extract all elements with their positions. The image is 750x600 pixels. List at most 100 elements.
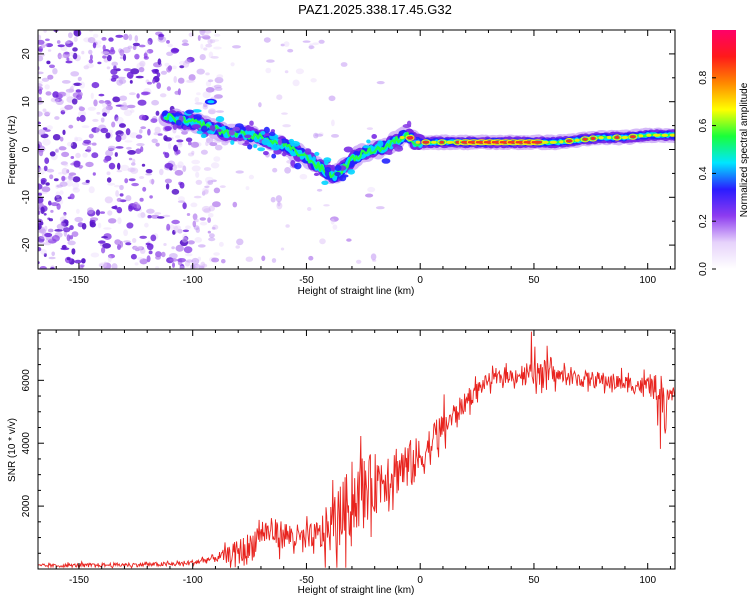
noise-dot (88, 49, 93, 55)
ridge-core-mark (500, 140, 511, 144)
noise-dot (177, 161, 184, 169)
noise-dot (193, 195, 202, 199)
noise-dot (197, 35, 201, 41)
noise-dot (59, 145, 65, 149)
noise-dot (318, 39, 325, 44)
ridge-core-mark (406, 136, 414, 140)
noise-dot (147, 215, 152, 219)
noise-dot (86, 146, 92, 153)
noise-dot (183, 60, 190, 68)
noise-dot (232, 45, 241, 49)
ridge-blob (228, 129, 235, 136)
noise-dot (216, 74, 224, 79)
noise-dot (168, 142, 172, 150)
noise-dot (126, 71, 134, 79)
noise-dot (101, 51, 111, 57)
noise-dot (72, 187, 81, 193)
ridge-blob (172, 124, 178, 130)
ridge-blob (277, 138, 282, 146)
snr-x-label: Height of straight line (km) (298, 585, 415, 596)
noise-dot (196, 92, 201, 96)
noise-dot (79, 264, 84, 267)
noise-dot (128, 157, 133, 161)
noise-dot (83, 139, 91, 144)
ridge-blob (381, 158, 391, 164)
ridge-blob (182, 125, 188, 131)
noise-dot (64, 104, 74, 110)
noise-dot (207, 230, 211, 234)
noise-dot (235, 245, 240, 249)
noise-dot (191, 150, 195, 155)
noise-dot (181, 236, 188, 243)
noise-dot (116, 79, 124, 86)
ridge-blob (206, 130, 214, 134)
noise-dot (137, 246, 145, 251)
noise-dot (212, 39, 220, 42)
ridge-core-mark (542, 140, 549, 144)
x-tick-label: 50 (528, 275, 540, 286)
x-tick-label: -50 (299, 275, 314, 286)
noise-dot (156, 216, 165, 219)
noise-dot (173, 225, 179, 234)
noise-dot (61, 244, 67, 250)
noise-dot (123, 68, 132, 72)
noise-dot (171, 219, 180, 225)
noise-dot (60, 161, 68, 166)
noise-dot (214, 76, 224, 84)
isolated-blob-core (207, 100, 215, 104)
noise-dot (230, 62, 235, 67)
snr-panel: -150 -100 -50 0 50 100 2000 4000 6000 Height of… (7, 329, 676, 596)
noise-dot (100, 117, 105, 123)
noise-dot (51, 251, 55, 257)
noise-dot (295, 68, 304, 75)
noise-dot (98, 93, 105, 97)
noise-dot (154, 212, 162, 215)
ridge-core-mark (559, 140, 564, 144)
noise-dot (202, 91, 211, 99)
noise-dot (204, 185, 210, 188)
noise-dot (43, 111, 51, 116)
noise-dot (195, 227, 200, 233)
noise-dot (209, 88, 216, 91)
ridge-blob (175, 119, 182, 126)
noise-dot (200, 43, 204, 50)
noise-dot (66, 141, 74, 147)
snr-y-label: SNR (10 * v/v) (7, 418, 18, 482)
noise-dot (202, 187, 210, 194)
noise-dot (208, 213, 214, 218)
noise-dot (114, 114, 119, 122)
noise-dot (123, 33, 129, 41)
noise-dot (128, 92, 136, 96)
ridge-blob (371, 134, 378, 139)
noise-dot (172, 262, 175, 268)
noise-dot (74, 216, 83, 223)
noise-dot (111, 121, 116, 128)
noise-dot (38, 71, 44, 75)
ridge-core-mark (621, 135, 629, 140)
noise-dot (201, 205, 211, 213)
ridge-core-mark (669, 133, 675, 137)
ridge-blob (263, 126, 270, 134)
ridge-core-mark (661, 133, 669, 137)
noise-dot (92, 172, 96, 176)
x-tick-label: -150 (69, 275, 89, 286)
noise-dot (110, 68, 118, 75)
ridge-blob (347, 169, 356, 175)
ridge-blob (185, 109, 194, 115)
noise-dot (61, 151, 70, 158)
spectrogram-y-ticks: -20 -10 0 10 20 (21, 29, 675, 270)
noise-dot (314, 133, 324, 137)
ridge-blob (257, 147, 265, 152)
noise-dot (122, 47, 131, 54)
noise-dot (139, 235, 147, 239)
snr-frame (37, 329, 676, 570)
noise-dot (135, 148, 142, 154)
ridge-core-mark (439, 140, 445, 144)
noise-dot (129, 80, 133, 84)
noise-dot (56, 198, 64, 205)
noise-dot (145, 50, 150, 54)
noise-dot (103, 227, 112, 230)
ridge-core-halo (437, 139, 447, 146)
noise-dot (166, 66, 172, 73)
noise-dot (150, 118, 158, 123)
